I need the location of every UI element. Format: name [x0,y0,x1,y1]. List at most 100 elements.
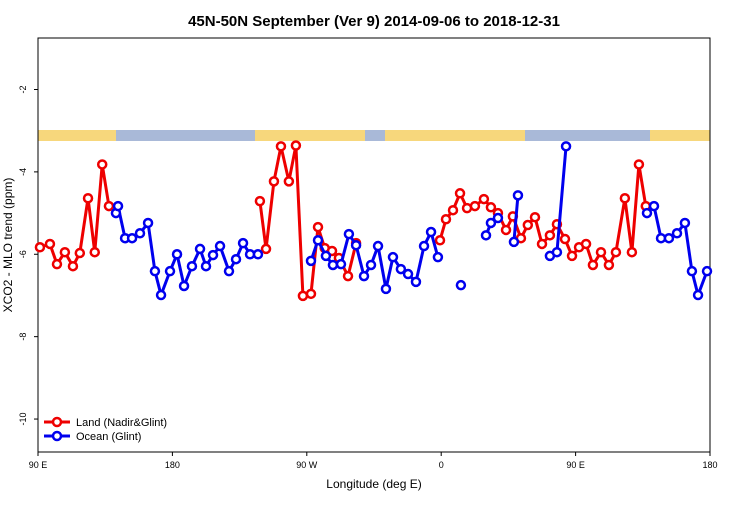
data-point [447,204,459,216]
data-point [559,233,571,245]
data-point [252,249,264,260]
data-point [566,250,578,262]
series-line [512,195,520,243]
data-point [126,232,138,244]
data-point [679,217,691,229]
data-point [418,240,430,252]
data-point [268,176,280,187]
data-point [508,236,520,248]
data-point [67,260,79,272]
y-tick-label: -2 [18,85,28,93]
data-point [155,289,167,301]
data-point [641,207,653,219]
y-tick-label: -6 [18,250,28,258]
data-point [178,280,190,292]
data-point [297,290,309,302]
data-point [237,237,249,249]
x-tick-label: 180 [165,460,180,470]
data-point [485,202,497,213]
data-point [536,238,548,250]
data-point [59,246,71,258]
data-point [312,235,324,246]
data-point [595,246,607,258]
series-line [645,203,709,301]
data-point [342,270,354,282]
data-point [312,221,324,233]
land-ocean-strip [38,130,710,141]
data-point [544,230,556,241]
data-point [686,265,698,277]
data-point [434,235,446,246]
legend-marker [51,416,63,428]
y-tick-label: -4 [18,168,28,176]
legend-label: Land (Nadir&Glint) [76,417,167,429]
x-tick-label: 0 [439,460,444,470]
data-point [410,276,422,288]
data-point [402,268,414,280]
data-point [194,243,206,255]
data-point [51,258,63,270]
data-point [671,228,683,239]
data-point [480,230,492,241]
data-point [149,265,161,277]
x-tick-label: 180 [702,460,717,470]
data-point [34,242,46,253]
data-point [455,279,467,291]
data-point [164,265,176,277]
data-point [587,259,599,271]
data-point [171,249,183,260]
data-point [260,243,272,255]
data-point [500,224,512,236]
data-point [492,212,504,224]
data-point [580,238,592,250]
data-point [44,238,56,250]
data-point [103,200,115,212]
data-point [663,232,675,244]
chart-title: 45N-50N September (Ver 9) 2014-09-06 to … [188,13,560,30]
data-point [365,259,377,271]
x-axis-label: Longitude (deg E) [326,477,421,491]
data-point [275,141,287,152]
y-tick-label: -10 [18,413,28,426]
data-point [478,193,490,205]
data-point [529,211,541,223]
data-point [96,159,108,170]
data-point [82,192,94,204]
data-point [440,214,452,225]
data-point [335,258,347,270]
data-point [327,259,339,271]
data-point [223,265,235,277]
data-point [283,176,295,187]
x-tick-label: 90 E [566,460,585,470]
data-point [395,263,407,275]
data-point [134,228,146,239]
data-point [701,265,713,277]
data-point [200,260,212,272]
data-point [626,246,638,258]
data-point [648,200,660,212]
x-tick-label: 90 W [296,460,318,470]
data-point [112,200,124,212]
data-point [387,251,399,263]
data-point [320,250,332,262]
data-point [343,228,355,240]
data-point [610,246,622,258]
data-point [522,219,534,231]
data-point [560,141,572,152]
data-point [230,253,242,265]
data-point [74,247,86,259]
data-point [512,190,524,201]
y-axis-label: XCO2 - MLO trend (ppm) [1,178,15,313]
data-point [380,283,392,295]
x-tick-label: 90 E [29,460,48,470]
data-point [254,195,266,207]
legend-label: Ocean (Glint) [76,431,141,443]
data-point [214,240,226,252]
data-point [633,159,645,170]
data-point [619,192,631,204]
series-line [39,164,111,270]
data-point [207,249,219,261]
legend-marker [51,430,63,442]
data-point [485,217,497,229]
